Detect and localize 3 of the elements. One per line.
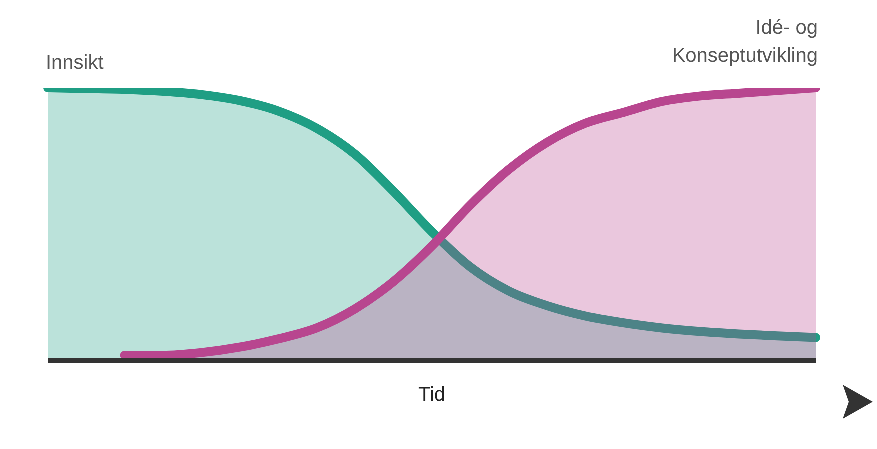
series-label: Idé- og Konseptutvikling bbox=[671, 16, 818, 69]
x-axis-title: Tid bbox=[418, 384, 446, 406]
series-label: Innsikt bbox=[46, 52, 104, 75]
